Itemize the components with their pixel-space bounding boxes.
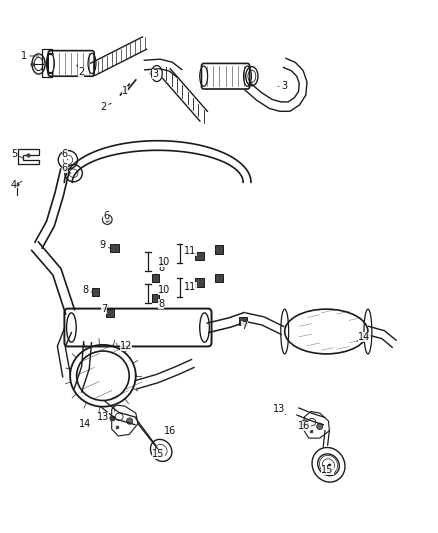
Text: 7: 7: [101, 304, 110, 314]
Bar: [152, 294, 159, 303]
Text: 10: 10: [158, 286, 170, 295]
Bar: [195, 252, 204, 260]
Text: 8: 8: [155, 263, 164, 276]
Bar: [106, 309, 114, 318]
Text: 3: 3: [278, 82, 288, 91]
Text: 9: 9: [100, 240, 110, 250]
Bar: [110, 244, 119, 252]
Ellipse shape: [317, 423, 323, 430]
Bar: [92, 288, 99, 295]
Text: 15: 15: [321, 465, 334, 475]
Text: 11: 11: [184, 246, 197, 256]
Text: 8: 8: [82, 286, 93, 295]
Text: 5: 5: [11, 149, 24, 159]
Text: 10: 10: [158, 257, 170, 267]
Text: 15: 15: [152, 449, 165, 459]
Bar: [152, 274, 159, 282]
Text: 16: 16: [164, 426, 176, 435]
Text: 2: 2: [100, 102, 111, 111]
Text: 13: 13: [97, 412, 112, 422]
Text: 13: 13: [273, 405, 286, 415]
Text: 2: 2: [77, 65, 84, 77]
Text: 1: 1: [122, 86, 131, 95]
Text: 8: 8: [158, 298, 164, 309]
Text: 4: 4: [11, 181, 22, 190]
Bar: [239, 317, 247, 325]
Text: 14: 14: [79, 419, 92, 429]
Text: 6: 6: [62, 149, 68, 160]
Ellipse shape: [127, 418, 133, 424]
Text: 16: 16: [298, 422, 311, 431]
Bar: [215, 274, 223, 282]
Bar: [215, 245, 223, 254]
Text: 3: 3: [149, 69, 159, 78]
Text: 12: 12: [116, 342, 132, 351]
Text: 6: 6: [103, 211, 112, 223]
Text: 6: 6: [62, 163, 71, 173]
Text: 7: 7: [240, 321, 247, 331]
Text: 1: 1: [21, 51, 39, 61]
Text: 11: 11: [184, 282, 197, 292]
Text: 14: 14: [357, 332, 371, 342]
Bar: [195, 278, 204, 287]
